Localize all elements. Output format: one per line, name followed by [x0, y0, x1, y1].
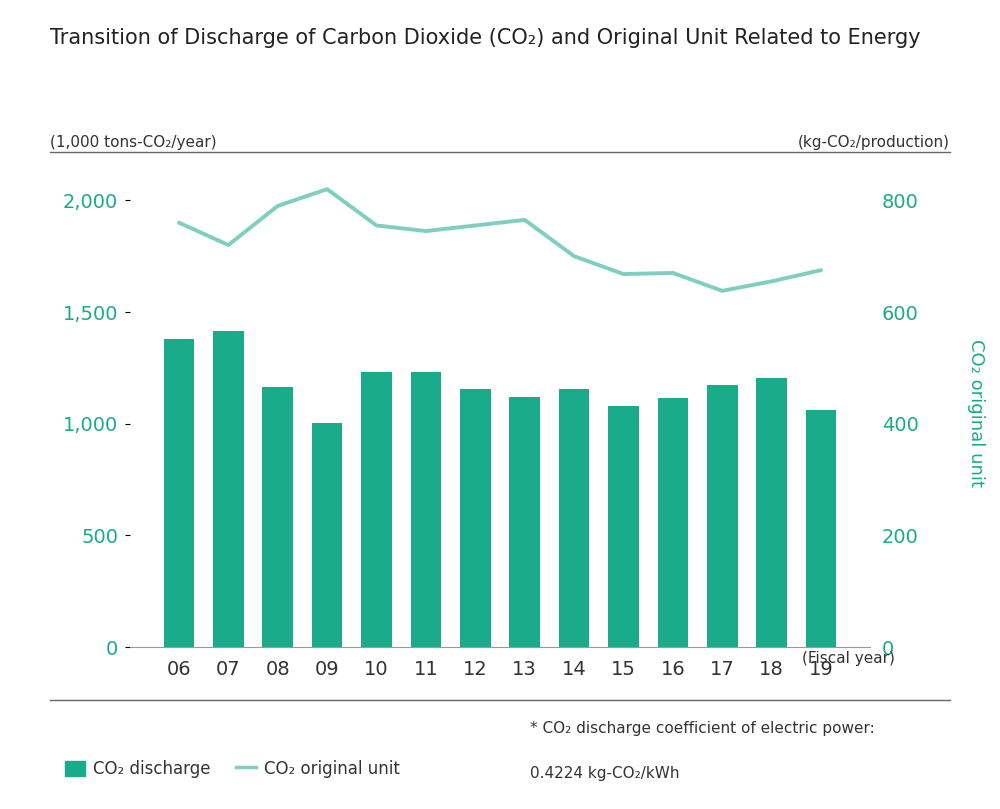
Legend: CO₂ discharge, CO₂ original unit: CO₂ discharge, CO₂ original unit	[58, 753, 407, 785]
Bar	[460, 389, 491, 647]
Bar	[262, 387, 293, 647]
Text: (kg-CO₂/production): (kg-CO₂/production)	[798, 134, 950, 150]
Bar	[608, 406, 639, 647]
Bar	[312, 422, 342, 647]
Y-axis label: CO₂ original unit: CO₂ original unit	[967, 339, 985, 486]
Bar	[806, 410, 836, 647]
Bar	[658, 398, 688, 647]
Text: (1,000 tons-CO₂/year): (1,000 tons-CO₂/year)	[50, 134, 217, 150]
Text: 0.4224 kg-CO₂/kWh: 0.4224 kg-CO₂/kWh	[530, 765, 680, 781]
Text: Transition of Discharge of Carbon Dioxide (CO₂) and Original Unit Related to Ene: Transition of Discharge of Carbon Dioxid…	[50, 28, 921, 49]
Bar	[756, 378, 787, 647]
Bar	[164, 339, 194, 647]
Bar	[509, 397, 540, 647]
Bar	[559, 389, 589, 647]
Bar	[411, 372, 441, 647]
Bar	[707, 384, 738, 647]
Text: * CO₂ discharge coefficient of electric power:: * CO₂ discharge coefficient of electric …	[530, 721, 875, 736]
Text: (Fiscal year): (Fiscal year)	[802, 651, 895, 667]
Bar	[361, 372, 392, 647]
Bar	[213, 331, 244, 647]
